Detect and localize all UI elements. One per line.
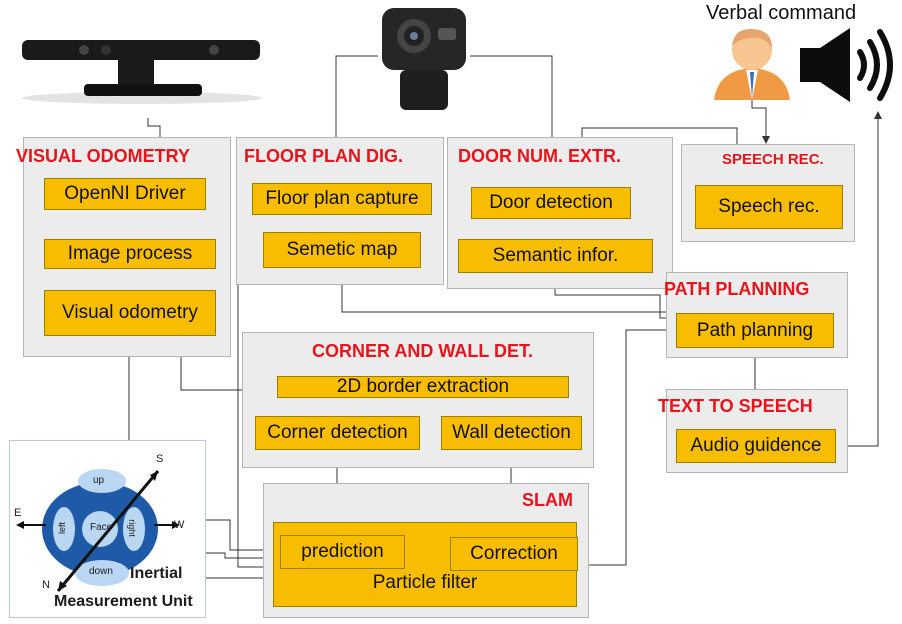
particle-filter-label: Particle filter (372, 572, 478, 593)
imu-down-label: down (89, 566, 113, 577)
person-icon (712, 26, 792, 100)
kinect-sensor (14, 32, 264, 112)
speech-rec-title: SPEECH REC. (722, 151, 824, 168)
floor-plan-title: FLOOR PLAN DIG. (244, 146, 403, 166)
verbal-command-label: Verbal command (706, 2, 857, 24)
imu-diagram (16, 469, 180, 592)
webcam (378, 4, 470, 112)
visual-odometry-title: VISUAL ODOMETRY (16, 146, 191, 166)
corner-detection-block: Corner detection (255, 416, 420, 450)
imu-left-label: left (57, 521, 68, 535)
imu-panel: up down left right Face S E W N Inertial… (9, 440, 206, 618)
floor-plan-capture-block: Floor plan capture (252, 183, 432, 215)
slam-title: SLAM (522, 490, 573, 510)
path-planning-block: Path planning (676, 313, 834, 348)
imu-w-label: W (174, 519, 185, 531)
door-num-title: DOOR NUM. EXTR. (458, 146, 622, 166)
semantic-infor-block: Semantic infor. (458, 239, 653, 273)
speaker-icon (798, 26, 898, 106)
imu-right-label: right (126, 519, 137, 537)
prediction-block: prediction (280, 535, 405, 569)
speech-rec-block: Speech rec. (695, 185, 843, 229)
path-planning-title: PATH PLANNING (664, 279, 810, 299)
visual-odometry-block: Visual odometry (44, 290, 216, 336)
imu-measurement-unit-label: Measurement Unit (54, 593, 193, 610)
imu-face-label: Face (90, 522, 113, 533)
openni-driver-block: OpenNI Driver (44, 178, 206, 210)
corner-wall-title: CORNER AND WALL DET. (312, 341, 534, 361)
audio-guidence-block: Audio guidence (676, 429, 836, 463)
correction-block: Correction (450, 537, 578, 571)
border-extraction-block: 2D border extraction (277, 376, 569, 398)
imu-n-label: N (42, 579, 50, 591)
semetic-map-block: Semetic map (263, 232, 421, 268)
imu-s-label: S (156, 453, 164, 465)
imu-up-label: up (93, 475, 105, 486)
text-to-speech-title: TEXT TO SPEECH (658, 396, 813, 416)
wall-detection-block: Wall detection (441, 416, 582, 450)
imu-e-label: E (14, 507, 22, 519)
image-process-block: Image process (44, 239, 216, 269)
imu-inertial-label: Inertial (130, 565, 183, 582)
door-detection-block: Door detection (471, 187, 631, 219)
